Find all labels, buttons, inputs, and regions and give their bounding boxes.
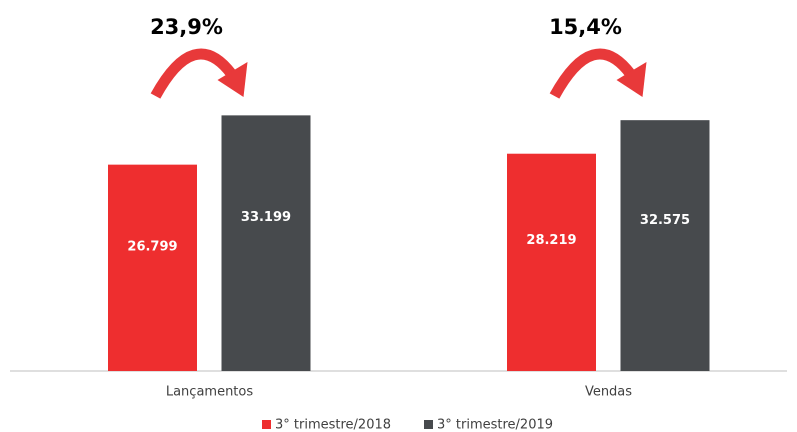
legend-swatch: [424, 420, 433, 429]
bar: [108, 164, 197, 371]
x-tick-label: Vendas: [585, 385, 632, 400]
legend-label: 3° trimestre/2018: [275, 418, 391, 432]
arrow: [549, 48, 635, 99]
annotation: 23,9%: [150, 15, 223, 39]
arrow-head: [217, 62, 248, 97]
bar: [620, 120, 710, 371]
arrow-head: [616, 62, 647, 97]
value-label: 28.219: [526, 233, 576, 248]
legend-label: 3° trimestre/2019: [437, 418, 553, 432]
bar: [221, 115, 311, 371]
legend-swatch: [262, 420, 271, 429]
value-label: 33.199: [241, 210, 291, 225]
arrow: [150, 48, 236, 99]
bar: [507, 153, 596, 371]
value-label: 32.575: [640, 213, 690, 228]
value-label: 26.799: [127, 240, 177, 255]
x-tick-label: Lançamentos: [166, 385, 254, 400]
annotation: 15,4%: [549, 15, 622, 39]
